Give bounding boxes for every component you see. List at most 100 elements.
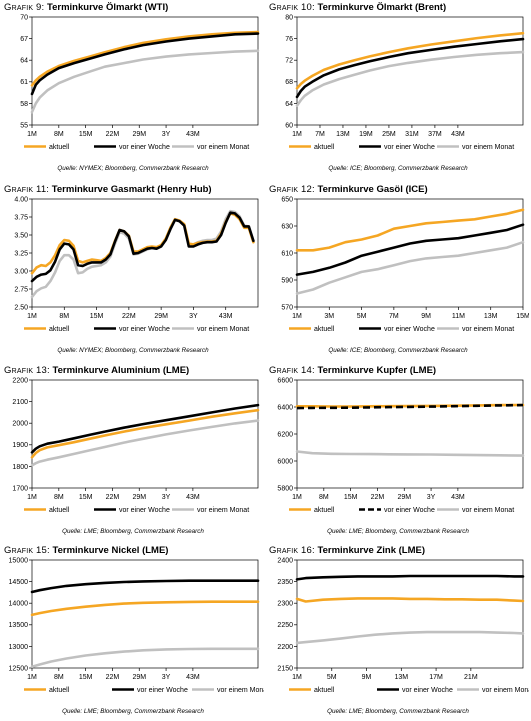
chart-title: Terminkurve Ölmarkt (Brent) [317, 2, 447, 13]
y-tick-label: 2000 [12, 421, 28, 428]
legend-label: vor einem Monat [197, 144, 249, 151]
panel-title: Grafik 11: Terminkurve Gasmarkt (Henry H… [4, 184, 212, 195]
y-tick-label: 3.25 [14, 250, 28, 257]
legend: aktuell vor einer Woche vor einem Monat [289, 507, 514, 514]
chart-title: Terminkurve Aluminium (LME) [52, 365, 190, 376]
legend-label: vor einer Woche [384, 144, 435, 151]
figure-label: Grafik 10: [269, 2, 315, 13]
series-line-vor-einer-woche [295, 37, 525, 99]
x-tick-label: 3M [324, 313, 334, 320]
x-tick-label: 1M [27, 313, 37, 320]
x-tick-label: 15M [79, 674, 93, 681]
x-tick-label: 29M [132, 131, 146, 138]
series-line-vor-einem-monat [295, 630, 525, 645]
legend-label: aktuell [314, 687, 335, 694]
x-tick-label: 8M [54, 674, 64, 681]
x-tick-label: 43M [451, 494, 465, 501]
legend-label: vor einer Woche [119, 326, 170, 333]
legend-label: aktuell [49, 507, 70, 514]
y-tick-label: 590 [281, 277, 293, 284]
x-tick-label: 5M [327, 674, 337, 681]
series-line-aktuell [30, 30, 260, 87]
x-tick-label: 1M [27, 494, 37, 501]
legend-label: vor einer Woche [402, 687, 453, 694]
y-tick-label: 2200 [277, 644, 293, 651]
y-tick-label: 12500 [9, 665, 29, 672]
chart-panel-zink: Grafik 16: Terminkurve Zink (LME) 2150 22… [267, 545, 529, 721]
y-tick-label: 2350 [277, 579, 293, 586]
x-tick-label: 3Y [427, 494, 436, 501]
x-tick-label: 15M [344, 494, 358, 501]
x-tick-label: 17M [429, 674, 443, 681]
chart-source: Quelle: LME; Bloomberg, Commerzbank Rese… [327, 528, 469, 535]
y-tick-label: 72 [285, 58, 293, 65]
figure-label: Grafik 9: [4, 2, 45, 13]
figure-label: Grafik 16: [269, 545, 315, 556]
x-tick-label: 3Y [162, 131, 171, 138]
y-tick-label: 1700 [12, 485, 28, 492]
y-tick-label: 6400 [277, 404, 293, 411]
series-line-vor-einer-woche [296, 403, 524, 410]
y-tick-label: 3.75 [14, 214, 28, 221]
y-tick-label: 2200 [12, 377, 28, 384]
y-tick-label: 58 [20, 101, 28, 108]
x-tick-label: 43M [219, 313, 233, 320]
plot-area [296, 379, 524, 489]
chart-source: Quelle: LME; Bloomberg, Commerzbank Rese… [62, 708, 204, 715]
x-tick-label: 3Y [189, 313, 198, 320]
x-tick-label: 15M [79, 494, 93, 501]
y-tick-label: 60 [285, 122, 293, 129]
x-tick-label: 21M [464, 674, 478, 681]
chart-wti: 55 58 61 64 67 70 1M 8M 15M 22M 29M 3Y 43M aktuell vor… [20, 14, 260, 151]
legend-label: vor einem Monat [197, 507, 249, 514]
x-tick-label: 43M [451, 131, 465, 138]
chart-source: Quelle: NYMEX; Bloomberg, Commerzbank Re… [57, 347, 209, 354]
chart-title: Terminkurve Nickel (LME) [52, 545, 169, 556]
legend-label: vor einem Monat [462, 144, 514, 151]
x-tick-label: 9M [362, 674, 372, 681]
series-line-vor-einer-woche [295, 574, 525, 581]
x-tick-label: 31M [405, 131, 419, 138]
x-tick-label: 1M [27, 674, 37, 681]
chart-title: Terminkurve Ölmarkt (WTI) [47, 2, 169, 13]
plot-area [31, 198, 259, 308]
chart-source: Quelle: NYMEX; Bloomberg, Commerzbank Re… [57, 165, 209, 172]
chart-panel-nickel: Grafik 15: Terminkurve Nickel (LME) 1250… [2, 545, 264, 721]
x-tick-label: 22M [106, 494, 120, 501]
panel-title: Grafik 9: Terminkurve Ölmarkt (WTI) [4, 2, 168, 13]
x-tick-label: 29M [154, 313, 168, 320]
legend-label: aktuell [49, 144, 70, 151]
y-tick-label: 2150 [277, 665, 293, 672]
legend: aktuell vor einer Woche vor einem Monat [289, 144, 514, 151]
panel-title: Grafik 14: Terminkurve Kupfer (LME) [269, 365, 436, 376]
series-line-vor-einem-monat [30, 49, 260, 114]
x-tick-label: 19M [359, 131, 373, 138]
chart-source: Quelle: LME; Bloomberg, Commerzbank Rese… [327, 708, 469, 715]
series-line-vor-einer-woche [30, 211, 255, 283]
legend: aktuell vor einer Woche vor einem Monat [24, 144, 249, 151]
y-tick-label: 5800 [277, 485, 293, 492]
chart-panel-aluminium: Grafik 13: Terminkurve Aluminium (LME) 1… [2, 365, 264, 541]
series-line-vor-einem-monat [295, 50, 525, 107]
y-tick-label: 14000 [9, 601, 29, 608]
figure-label: Grafik 15: [4, 545, 50, 556]
legend-label: vor einem Monat [462, 507, 514, 514]
y-tick-label: 64 [285, 101, 293, 108]
x-tick-label: 7M [315, 131, 325, 138]
x-tick-label: 15M [90, 313, 104, 320]
y-tick-label: 6200 [277, 431, 293, 438]
panel-title: Grafik 13: Terminkurve Aluminium (LME) [4, 365, 189, 376]
y-tick-label: 3.00 [14, 268, 28, 275]
y-tick-label: 15000 [9, 557, 29, 564]
series-line-vor-einem-monat [295, 240, 525, 295]
series-line-vor-einer-woche [30, 32, 260, 96]
y-tick-label: 650 [281, 196, 293, 203]
figure-label: Grafik 14: [269, 365, 315, 376]
chart-title: Terminkurve Gasmarkt (Henry Hub) [51, 184, 212, 195]
x-tick-label: 8M [319, 494, 329, 501]
legend: aktuell vor einer Woche vor einem Monat [289, 687, 529, 694]
legend: aktuell vor einer Woche vor einem Monat [24, 687, 264, 694]
x-tick-label: 15M [516, 313, 529, 320]
y-tick-label: 80 [285, 14, 293, 21]
x-tick-label: 22M [371, 494, 385, 501]
